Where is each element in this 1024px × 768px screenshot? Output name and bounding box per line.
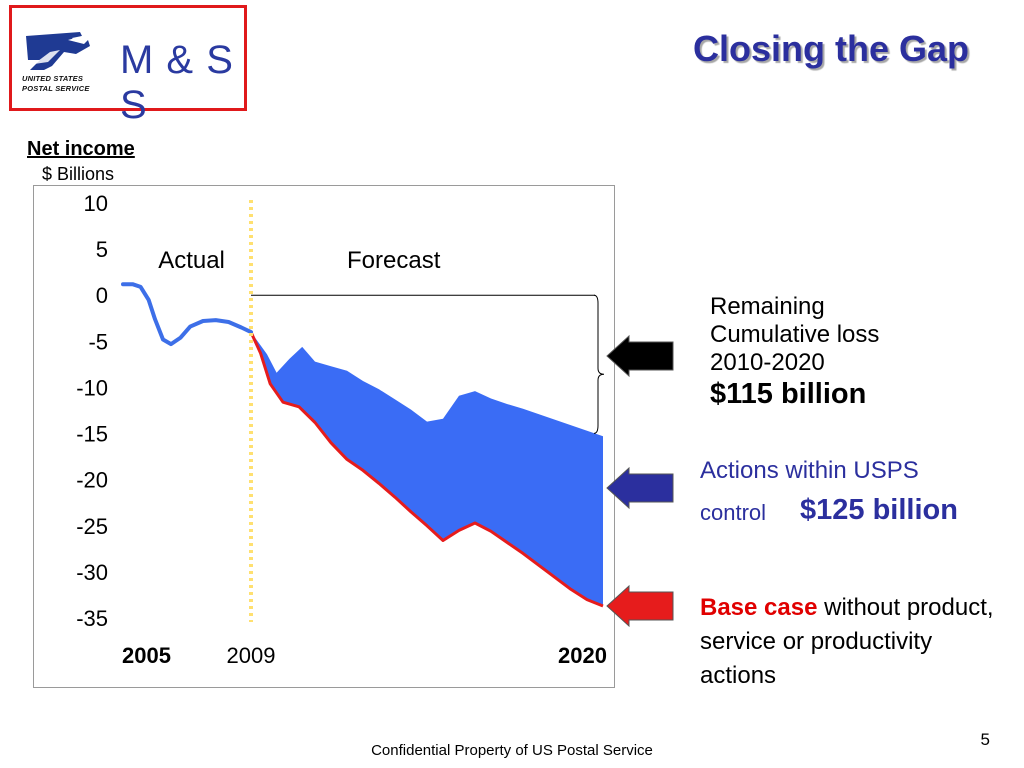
y-tick-label: -15 (76, 422, 108, 447)
remaining-amount: $115 billion (710, 378, 867, 410)
actual-line (121, 282, 253, 347)
slide-title: Closing the Gap (692, 28, 969, 69)
x-tick-label: 2005 (122, 643, 171, 668)
actions-label-line-2: control (700, 500, 767, 525)
remaining-line-1: Remaining (710, 293, 825, 320)
chart-ylabel: Net income (27, 138, 135, 160)
y-tick-label: 0 (96, 283, 108, 308)
base-case-line (249, 331, 604, 608)
region-label: Forecast (347, 247, 441, 274)
y-tick-label: -20 (76, 468, 108, 493)
remaining-label: Remaining Cumulative loss 2010-2020 (710, 293, 879, 377)
y-tick-label: -25 (76, 514, 108, 539)
logo-line-2: POSTAL SERVICE (22, 84, 90, 93)
actions-gap-area (251, 332, 603, 606)
chart-yunit: $ Billions (42, 164, 115, 184)
base-case-arrow-icon (606, 584, 674, 628)
remaining-line-2: Cumulative loss (710, 321, 880, 348)
actions-amount: $125 billion (800, 494, 958, 526)
y-tick-label: -10 (76, 375, 108, 400)
y-tick-label: 10 (84, 191, 108, 216)
y-tick-label: -5 (88, 329, 108, 354)
base-case-description: without product, service or productivity… (700, 594, 994, 689)
base-case-label: Base case without product, service or pr… (700, 591, 1000, 693)
x-tick-label: 2020 (558, 643, 607, 668)
page-number: 5 (980, 730, 990, 749)
y-tick-label: -35 (76, 606, 108, 631)
plot-frame (33, 185, 615, 688)
remaining-loss-bracket (593, 294, 605, 434)
region-label: Actual (158, 247, 225, 274)
actions-arrow-icon (606, 466, 674, 510)
remaining-line-3: 2010-2020 (710, 349, 825, 376)
brand-name: M & S S (120, 38, 234, 127)
logo-line-1: UNITED STATES (22, 74, 84, 83)
footer-confidential: Confidential Property of US Postal Servi… (371, 742, 653, 759)
y-tick-label: -30 (76, 560, 108, 585)
remaining-loss-arrow-icon (606, 334, 674, 378)
base-case-title: Base case (700, 594, 818, 621)
actions-label-line-1: Actions within USPS (700, 457, 919, 484)
eagle-logo-icon (26, 32, 90, 70)
x-tick-label: 2009 (227, 643, 276, 668)
y-tick-label: 5 (96, 237, 108, 262)
logo-frame: UNITED STATES POSTAL SERVICE M & S S (9, 5, 247, 127)
